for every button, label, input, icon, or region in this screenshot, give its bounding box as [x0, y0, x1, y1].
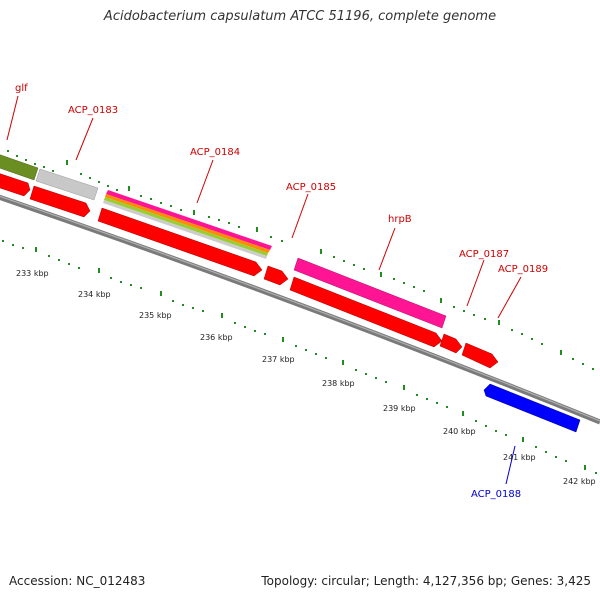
cds-ACP_0184[interactable]: [97, 207, 263, 277]
feature-ACP_0184[interactable]: [103, 190, 272, 259]
inner-tick-row: [2, 240, 597, 474]
tick-labels: 233 kbp 234 kbp 235 kbp 236 kbp 237 kbp …: [16, 269, 596, 486]
gene-label-glf[interactable]: glf: [15, 83, 28, 94]
accession-text: Accession: NC_012483: [9, 574, 146, 588]
gene-label-ACP_0189[interactable]: ACP_0189: [498, 264, 548, 275]
tick-label: 239 kbp: [383, 404, 416, 413]
backbone-highlight: [0, 195, 600, 422]
gene-labels: glf ACP_0183 ACP_0184 ACP_0185 hrpB ACP_…: [15, 83, 548, 500]
genome-summary-text: Topology: circular; Length: 4,127,356 bp…: [261, 574, 591, 588]
gene-label-ACP_0185[interactable]: ACP_0185: [286, 182, 336, 193]
cds-ACP_0183[interactable]: [29, 185, 91, 218]
tick-label: 234 kbp: [78, 290, 111, 299]
feature-ACP_0188[interactable]: [483, 383, 581, 433]
cds-ACP_0185[interactable]: [263, 265, 289, 286]
tick-label: 236 kbp: [200, 333, 233, 342]
feature-glf[interactable]: [0, 153, 39, 181]
gene-label-ACP_0187[interactable]: ACP_0187: [459, 249, 509, 260]
gene-label-ACP_0183[interactable]: ACP_0183: [68, 105, 118, 116]
outer-tick-row: [7, 150, 594, 370]
cds-row: [0, 172, 499, 369]
cds-glf[interactable]: [0, 172, 31, 197]
gene-label-ACP_0188[interactable]: ACP_0188: [471, 489, 521, 500]
label-leaders: [6, 95, 522, 485]
feature-hrpB[interactable]: [293, 257, 447, 329]
tick-label: 240 kbp: [443, 427, 476, 436]
tick-label: 235 kbp: [139, 311, 172, 320]
cds-hrpB[interactable]: [289, 276, 443, 348]
cds-ACP_0187[interactable]: [439, 333, 463, 354]
tick-label: 233 kbp: [16, 269, 49, 278]
feature-ACP_0183[interactable]: [35, 168, 99, 201]
cds-ACP_0189[interactable]: [461, 342, 499, 369]
map-title: Acidobacterium capsulatum ATCC 51196, co…: [103, 9, 497, 24]
gene-label-ACP_0184[interactable]: ACP_0184: [190, 147, 240, 158]
tick-label: 238 kbp: [322, 379, 355, 388]
tick-label: 237 kbp: [262, 355, 295, 364]
backbone: [0, 194, 600, 425]
tick-label: 242 kbp: [563, 477, 596, 486]
gene-label-hrpB[interactable]: hrpB: [388, 214, 412, 225]
tick-label: 241 kbp: [503, 453, 536, 462]
